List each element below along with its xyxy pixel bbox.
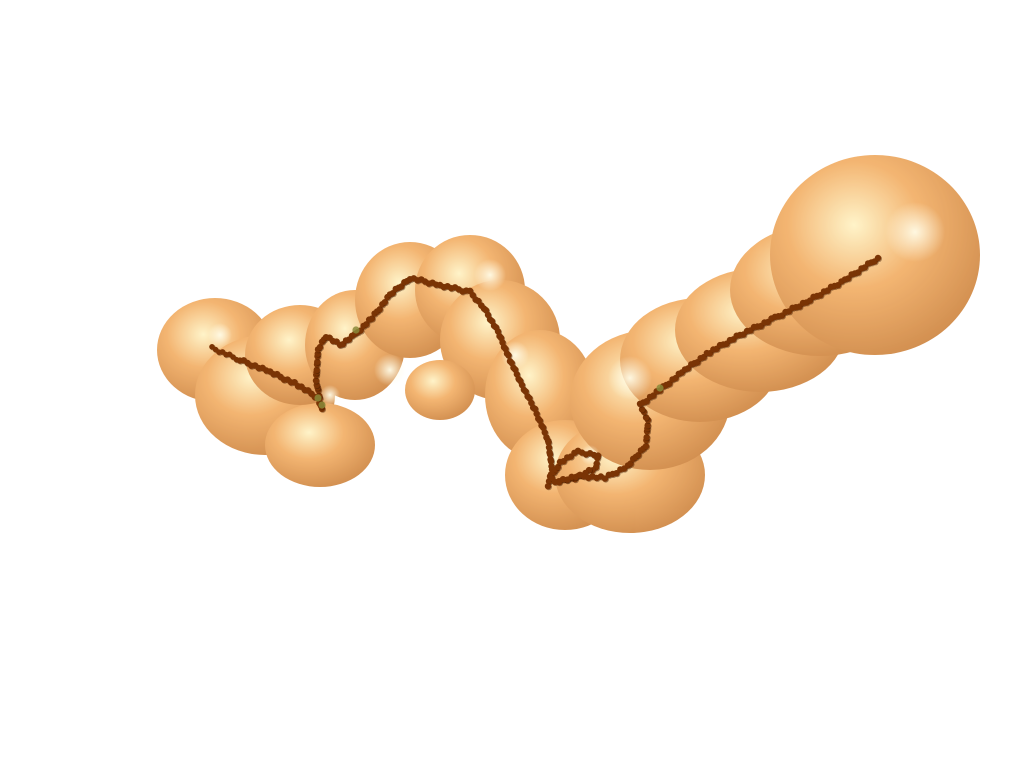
backbone-bead <box>594 454 601 462</box>
backbone-bead <box>638 406 646 413</box>
surface-highlight-spot <box>208 323 232 347</box>
backbone-bead <box>312 377 320 384</box>
backbone-bead <box>545 444 553 451</box>
surface-highlights <box>208 202 945 465</box>
backbone-bead <box>316 343 324 351</box>
backbone-bead-highlighted <box>656 384 664 392</box>
surface-highlight-spot <box>474 259 506 291</box>
backbone-bead <box>533 410 540 417</box>
surface-lobe <box>405 360 475 420</box>
backbone-bead-trace <box>209 254 882 491</box>
backbone-bead <box>539 424 547 431</box>
backbone-bead <box>545 439 552 446</box>
backbone-bead <box>531 405 539 412</box>
backbone-bead <box>650 392 657 399</box>
backbone-bead-highlighted <box>352 326 360 334</box>
backbone-bead <box>314 358 321 366</box>
backbone-bead <box>554 463 562 471</box>
backbone-bead <box>505 352 512 359</box>
backbone-bead <box>541 429 548 436</box>
backbone-bead-highlighted <box>314 394 322 402</box>
surface-lobe <box>770 155 980 355</box>
backbone-bead <box>546 451 554 458</box>
backbone-bead <box>627 460 634 467</box>
backbone-bead <box>643 434 650 441</box>
backbone-bead <box>547 458 555 465</box>
backbone-bead <box>544 483 552 490</box>
backbone-bead <box>874 254 882 262</box>
backbone-bead <box>381 298 389 306</box>
surface-highlight-spot <box>374 354 406 386</box>
backbone-bead <box>642 414 650 421</box>
backbone-bead <box>635 452 642 459</box>
backbone-bead <box>644 422 651 429</box>
backbone-bead <box>363 321 370 328</box>
backbone-bead <box>368 315 376 322</box>
backbone-bead <box>376 306 383 313</box>
backbone-bead <box>643 398 650 405</box>
surface-highlight-spot <box>885 202 945 262</box>
surface-lobe <box>265 403 375 487</box>
backbone-bead-highlighted <box>318 401 326 409</box>
backbone-bead <box>536 417 544 424</box>
surface-highlight-spot <box>320 385 340 405</box>
backbone-bead <box>642 443 650 450</box>
surface-highlight-spot <box>608 356 652 400</box>
backbone-bead <box>313 366 320 374</box>
